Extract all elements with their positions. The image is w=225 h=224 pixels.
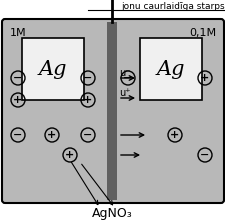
- Text: +: +: [65, 150, 74, 160]
- Text: −: −: [13, 73, 22, 83]
- Text: u⁺: u⁺: [119, 88, 130, 98]
- Text: Ag: Ag: [156, 60, 184, 78]
- Text: −: −: [13, 130, 22, 140]
- FancyBboxPatch shape: [2, 19, 223, 203]
- Text: +: +: [83, 95, 92, 105]
- Text: Ag: Ag: [38, 60, 67, 78]
- Text: 1M: 1M: [10, 28, 27, 38]
- Bar: [106, 22, 117, 200]
- Text: +: +: [170, 130, 179, 140]
- Text: +: +: [13, 95, 22, 105]
- Bar: [139, 38, 201, 100]
- Text: +: +: [200, 73, 209, 83]
- Text: −: −: [199, 150, 209, 160]
- Bar: [22, 38, 84, 100]
- Text: +: +: [47, 130, 56, 140]
- Text: −: −: [123, 73, 132, 83]
- Text: AgNO₃: AgNO₃: [91, 207, 132, 220]
- Text: u⁻: u⁻: [119, 68, 130, 78]
- Text: −: −: [83, 73, 92, 83]
- Text: −: −: [83, 130, 92, 140]
- Text: 0,1M: 0,1M: [188, 28, 215, 38]
- Text: jonu caurlaidīga starpsiena: jonu caurlaidīga starpsiena: [121, 2, 225, 11]
